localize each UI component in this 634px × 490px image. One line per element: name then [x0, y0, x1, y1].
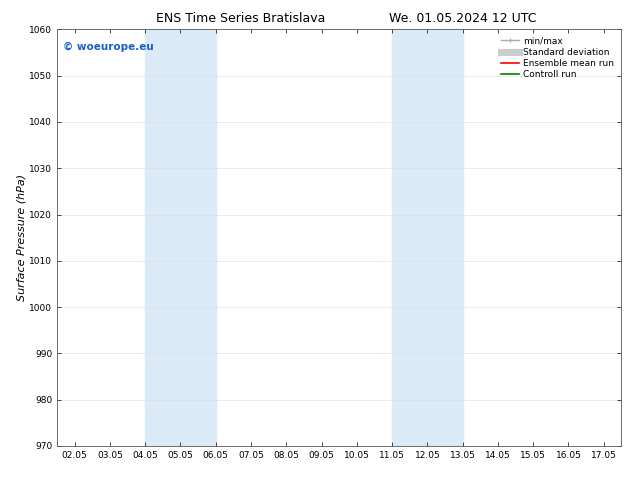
Text: ENS Time Series Bratislava: ENS Time Series Bratislava — [156, 12, 326, 25]
Y-axis label: Surface Pressure (hPa): Surface Pressure (hPa) — [16, 174, 27, 301]
Legend: min/max, Standard deviation, Ensemble mean run, Controll run: min/max, Standard deviation, Ensemble me… — [499, 34, 617, 82]
Text: We. 01.05.2024 12 UTC: We. 01.05.2024 12 UTC — [389, 12, 536, 25]
Text: © woeurope.eu: © woeurope.eu — [63, 42, 153, 52]
Bar — [392, 29, 463, 446]
Bar — [145, 29, 216, 446]
